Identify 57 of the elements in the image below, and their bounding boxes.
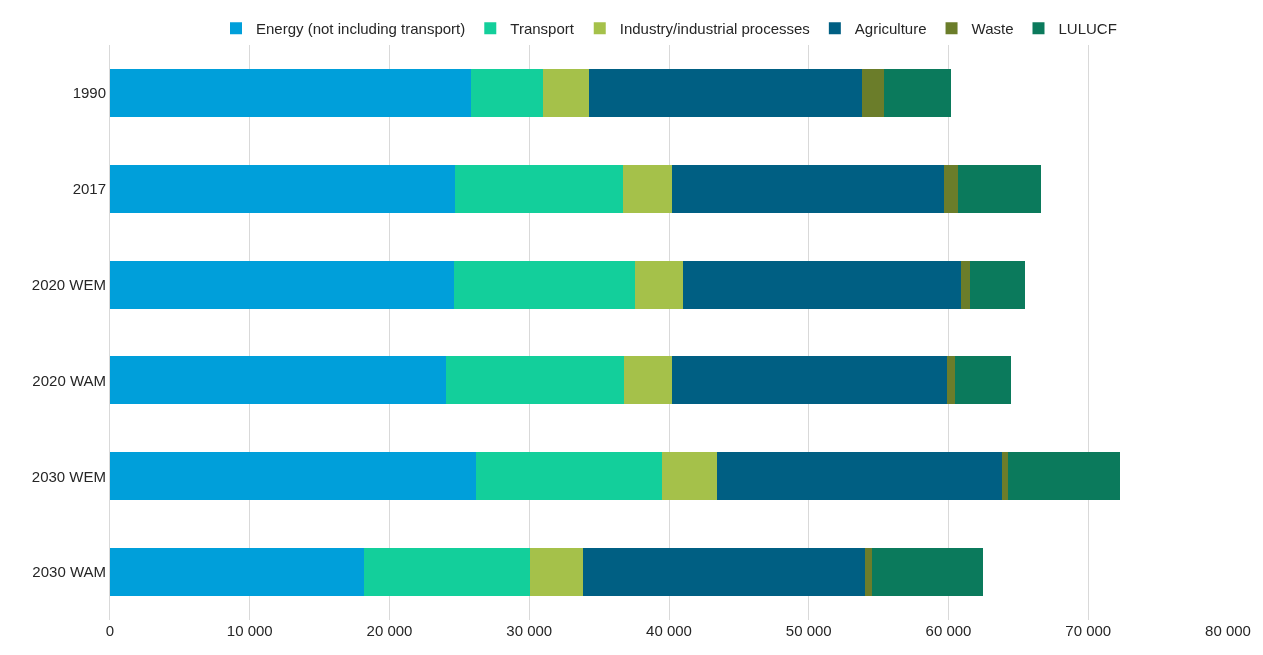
bar xyxy=(861,68,885,117)
x-tick-label: 30 000 xyxy=(506,622,553,639)
bar xyxy=(110,548,364,597)
bar xyxy=(110,356,447,405)
y-tick-label: 2017 xyxy=(72,180,106,197)
bar xyxy=(363,548,530,597)
bar xyxy=(955,356,1012,405)
bar xyxy=(453,260,636,309)
bar xyxy=(662,452,717,501)
bar xyxy=(865,548,872,597)
x-tick-label: 20 000 xyxy=(366,622,413,639)
bar xyxy=(529,548,584,597)
y-tick-label: 2030 WAM xyxy=(32,563,106,581)
bar xyxy=(682,260,962,309)
x-tick-label: 80 000 xyxy=(1205,622,1251,639)
bar xyxy=(110,260,454,309)
bar xyxy=(589,68,862,117)
bar xyxy=(110,68,471,117)
x-tick-label: 70 000 xyxy=(1065,622,1112,639)
bar xyxy=(1007,452,1121,501)
bar xyxy=(543,68,590,117)
legend-label: Industry/industrial processes xyxy=(619,20,810,38)
bar xyxy=(455,164,623,213)
x-tick-label: 0 xyxy=(105,622,115,639)
bar xyxy=(871,548,984,597)
bar xyxy=(671,164,945,213)
bar xyxy=(970,260,1025,309)
bar xyxy=(635,260,683,309)
y-tick-label: 2030 WEM xyxy=(31,467,106,485)
x-tick-label: 50 000 xyxy=(785,622,832,639)
bar xyxy=(1001,452,1008,501)
legend-label: Transport xyxy=(510,20,575,38)
x-tick-label: 40 000 xyxy=(646,622,692,639)
bar xyxy=(671,356,948,405)
legend-label: LULUCF xyxy=(1058,20,1117,38)
bar xyxy=(884,68,952,117)
bar xyxy=(470,68,544,117)
bar xyxy=(110,164,456,213)
bar xyxy=(446,356,624,405)
legend-label: Energy (not including transport) xyxy=(256,20,466,38)
bar xyxy=(622,164,672,213)
bar xyxy=(947,356,956,405)
y-tick-label: 2020 WEM xyxy=(31,275,106,293)
legend-label: Waste xyxy=(971,20,1014,38)
bar xyxy=(476,452,663,501)
bar xyxy=(583,548,866,597)
bar xyxy=(944,164,959,213)
x-tick-label: 10 000 xyxy=(226,622,273,639)
bar xyxy=(110,452,477,501)
legend-label: Agriculture xyxy=(854,20,927,38)
x-tick-label: 60 000 xyxy=(925,622,972,639)
bar xyxy=(961,260,971,309)
bar xyxy=(716,452,1002,501)
y-tick-label: 1990 xyxy=(72,84,106,102)
bar xyxy=(958,164,1041,213)
bar xyxy=(623,356,672,405)
y-tick-label: 2020 WAM xyxy=(32,371,106,389)
